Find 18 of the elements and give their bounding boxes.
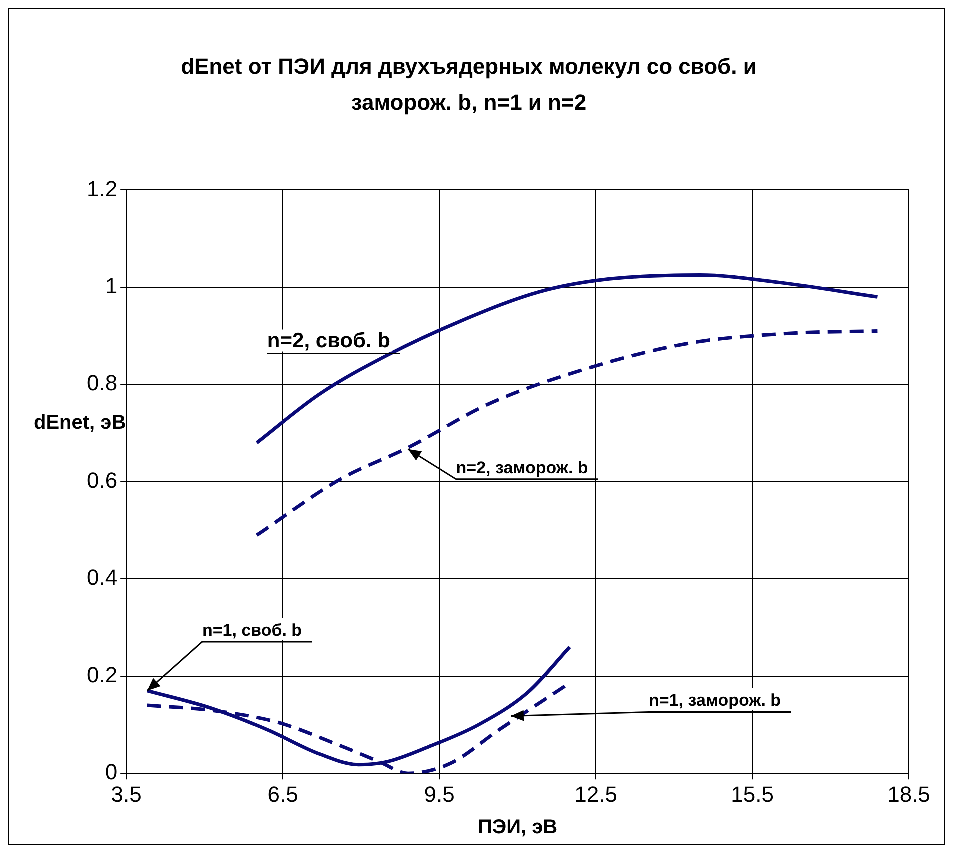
chart-title: dEnet от ПЭИ для двухъядерных молекул со своб. и заморож. b, n=1 и n=2	[180, 53, 758, 117]
annotation: n=1, своб. b	[202, 620, 302, 640]
y-tick-label: 0.8	[86, 370, 118, 396]
x-tick-label: 18.5	[888, 782, 930, 807]
annotation: n=2, своб. b	[267, 330, 390, 353]
x-tick-label: 9.5	[424, 782, 455, 807]
y-tick-label: 1	[105, 273, 118, 298]
x-axis-title: ПЭИ, эВ	[478, 816, 558, 839]
annotation: n=2, заморож. b	[456, 458, 588, 478]
y-tick-label: 1.2	[86, 176, 118, 202]
annotation: n=1, заморож. b	[649, 691, 782, 710]
x-tick-label: 15.5	[731, 782, 774, 807]
y-tick-label: 0.2	[86, 662, 118, 688]
y-tick-label: 0.6	[86, 468, 118, 493]
y-tick-label: 0.4	[86, 565, 118, 590]
x-tick-label: 6.5	[268, 782, 298, 807]
x-tick-label: 12.5	[574, 782, 618, 807]
y-axis-title: dEnet, эВ	[34, 412, 126, 435]
